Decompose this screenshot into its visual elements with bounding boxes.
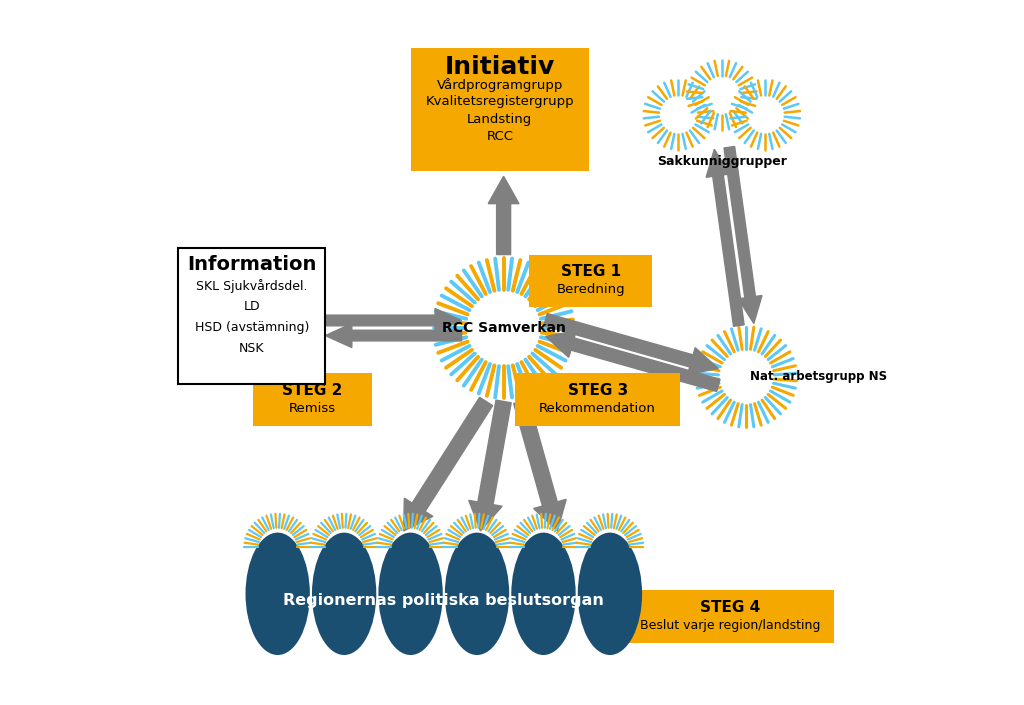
Ellipse shape	[578, 532, 642, 655]
Text: Regionernas politiska beslutsorgan: Regionernas politiska beslutsorgan	[284, 594, 604, 608]
FancyArrow shape	[724, 147, 762, 324]
FancyArrow shape	[403, 398, 493, 531]
Ellipse shape	[312, 532, 376, 655]
FancyArrow shape	[326, 309, 462, 333]
Text: STEG 2: STEG 2	[283, 383, 343, 398]
Text: Landsting: Landsting	[467, 113, 532, 125]
Text: Information: Information	[187, 255, 316, 274]
Text: Rekommendation: Rekommendation	[540, 403, 656, 415]
Text: RCC: RCC	[486, 130, 513, 143]
Text: Remiss: Remiss	[289, 403, 336, 415]
Text: SKL Sjukvårdsdel.: SKL Sjukvårdsdel.	[196, 279, 307, 293]
FancyArrow shape	[326, 324, 462, 348]
Text: Kvalitetsregistergrupp: Kvalitetsregistergrupp	[425, 95, 574, 108]
Text: RCC Samverkan: RCC Samverkan	[441, 321, 565, 335]
FancyBboxPatch shape	[178, 247, 326, 384]
Text: HSD (avstämning): HSD (avstämning)	[195, 321, 309, 334]
Ellipse shape	[444, 532, 509, 655]
Text: Initiativ: Initiativ	[444, 55, 555, 79]
Text: Beredning: Beredning	[556, 283, 625, 296]
Text: NSK: NSK	[239, 342, 264, 355]
FancyArrow shape	[544, 314, 719, 374]
FancyBboxPatch shape	[515, 374, 680, 426]
FancyArrow shape	[514, 399, 566, 531]
Text: STEG 3: STEG 3	[567, 383, 628, 398]
Ellipse shape	[379, 532, 442, 655]
Text: LD: LD	[244, 300, 260, 313]
FancyArrow shape	[488, 176, 519, 255]
Text: STEG 1: STEG 1	[560, 264, 621, 279]
Text: Beslut varje region/landsting: Beslut varje region/landsting	[640, 619, 821, 632]
Ellipse shape	[246, 532, 310, 655]
Text: Vårdprogramgrupp: Vårdprogramgrupp	[436, 78, 563, 92]
FancyArrow shape	[546, 331, 720, 391]
Text: Nat. arbetsgrupp NS: Nat. arbetsgrupp NS	[750, 371, 887, 384]
Ellipse shape	[511, 532, 575, 655]
FancyBboxPatch shape	[529, 255, 652, 307]
FancyBboxPatch shape	[628, 590, 834, 643]
FancyArrow shape	[469, 400, 511, 531]
FancyBboxPatch shape	[253, 374, 372, 426]
FancyArrow shape	[707, 149, 744, 326]
FancyBboxPatch shape	[411, 48, 589, 171]
Text: STEG 4: STEG 4	[700, 600, 761, 615]
Text: Sakkunniggrupper: Sakkunniggrupper	[656, 155, 786, 168]
